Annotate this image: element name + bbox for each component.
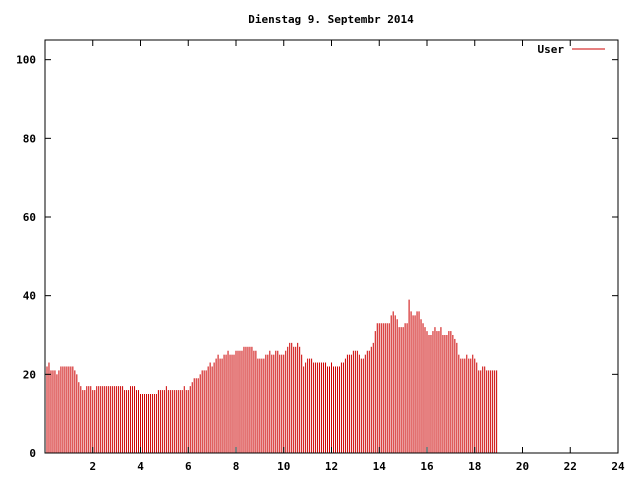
y-tick-label: 80 <box>23 132 36 145</box>
x-tick-label: 16 <box>420 460 434 473</box>
y-tick-label: 40 <box>23 290 36 303</box>
legend: User <box>538 43 605 56</box>
data-bars <box>44 299 498 453</box>
x-tick-label: 4 <box>137 460 144 473</box>
x-tick-label: 12 <box>325 460 338 473</box>
x-tick-label: 8 <box>233 460 240 473</box>
x-tick-label: 6 <box>185 460 192 473</box>
x-tick-label: 2 <box>89 460 96 473</box>
x-tick-label: 20 <box>516 460 529 473</box>
y-tick-label: 0 <box>29 447 36 460</box>
legend-label-user: User <box>538 43 565 56</box>
y-tick-label: 60 <box>23 211 36 224</box>
x-tick-label: 14 <box>373 460 387 473</box>
y-axis: 0 20 40 60 80 100 <box>16 54 618 460</box>
x-tick-label: 22 <box>564 460 577 473</box>
x-tick-label: 24 <box>611 460 625 473</box>
y-tick-label: 20 <box>23 368 36 381</box>
chart-title: Dienstag 9. Septembr 2014 <box>248 13 414 26</box>
x-axis: 2 4 6 8 10 12 14 16 18 20 22 24 <box>89 40 625 473</box>
y-tick-label: 100 <box>16 54 36 67</box>
x-tick-label: 10 <box>277 460 290 473</box>
x-tick-label: 18 <box>468 460 481 473</box>
